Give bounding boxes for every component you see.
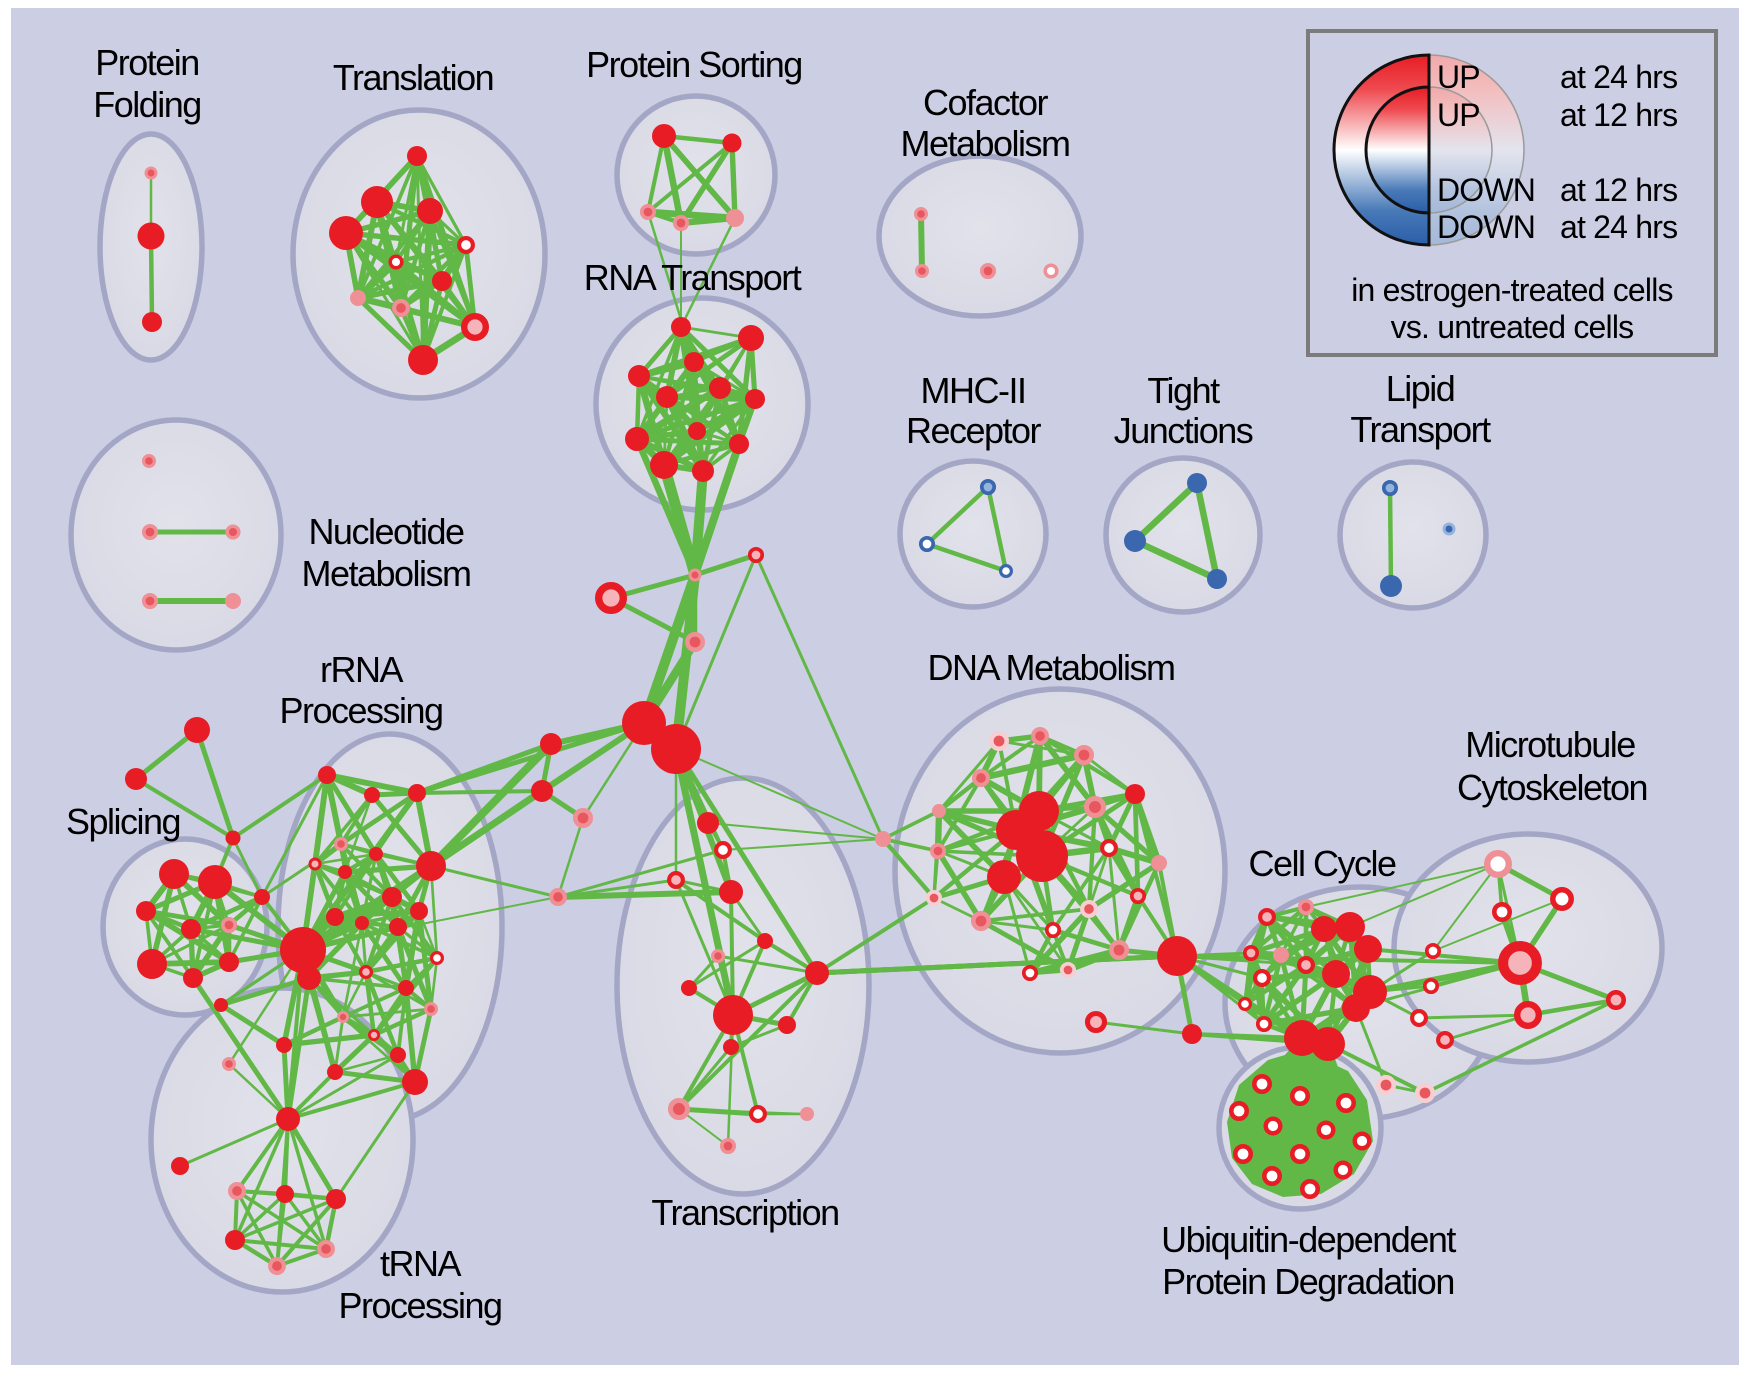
svg-text:Cofactor: Cofactor: [923, 82, 1049, 123]
svg-text:Lipid: Lipid: [1386, 368, 1455, 409]
svg-text:Metabolism: Metabolism: [301, 553, 470, 594]
svg-text:at 12 hrs: at 12 hrs: [1560, 97, 1677, 133]
svg-text:Protein Sorting: Protein Sorting: [586, 44, 802, 85]
svg-text:Junctions: Junctions: [1114, 410, 1253, 451]
svg-text:Folding: Folding: [93, 84, 201, 125]
svg-text:at 12 hrs: at 12 hrs: [1560, 172, 1677, 208]
svg-text:Nucleotide: Nucleotide: [308, 511, 464, 552]
svg-text:DNA Metabolism: DNA Metabolism: [927, 647, 1174, 688]
svg-text:Metabolism: Metabolism: [900, 123, 1069, 164]
svg-text:in estrogen-treated cells: in estrogen-treated cells: [1351, 272, 1673, 308]
svg-text:tRNA: tRNA: [380, 1243, 461, 1284]
svg-text:UP: UP: [1437, 59, 1480, 95]
svg-text:Tight: Tight: [1147, 370, 1220, 411]
svg-text:Microtubule: Microtubule: [1465, 724, 1635, 765]
svg-text:Cytoskeleton: Cytoskeleton: [1457, 767, 1647, 808]
svg-text:Protein Degradation: Protein Degradation: [1162, 1261, 1454, 1302]
svg-text:RNA Transport: RNA Transport: [584, 257, 802, 298]
svg-text:DOWN: DOWN: [1437, 172, 1535, 208]
svg-text:Translation: Translation: [333, 57, 493, 98]
svg-text:UP: UP: [1437, 97, 1480, 133]
svg-text:Processing: Processing: [338, 1285, 501, 1326]
svg-text:Protein: Protein: [95, 42, 199, 83]
svg-text:Ubiquitin-dependent: Ubiquitin-dependent: [1161, 1219, 1456, 1260]
svg-text:Cell Cycle: Cell Cycle: [1248, 843, 1396, 884]
svg-text:rRNA: rRNA: [320, 649, 403, 690]
svg-text:Transport: Transport: [1350, 409, 1491, 450]
svg-text:DOWN: DOWN: [1437, 209, 1535, 245]
svg-text:Processing: Processing: [279, 690, 442, 731]
svg-text:at 24 hrs: at 24 hrs: [1560, 59, 1677, 95]
svg-text:at 24 hrs: at 24 hrs: [1560, 209, 1677, 245]
svg-text:Receptor: Receptor: [906, 410, 1042, 451]
svg-text:MHC-II: MHC-II: [921, 370, 1026, 411]
svg-text:vs. untreated cells: vs. untreated cells: [1391, 309, 1634, 345]
svg-text:Splicing: Splicing: [66, 801, 180, 842]
svg-text:Transcription: Transcription: [651, 1192, 838, 1233]
